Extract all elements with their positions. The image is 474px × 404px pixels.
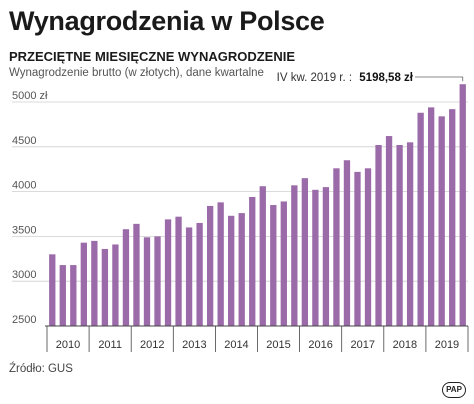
pap-logo: PAP — [442, 382, 466, 398]
bar — [459, 84, 466, 326]
x-tick-label: 2018 — [393, 339, 417, 351]
y-tick-label: 2500 — [12, 314, 36, 326]
bar — [301, 178, 309, 326]
bars — [49, 84, 466, 326]
bar — [164, 219, 172, 326]
bar — [143, 237, 151, 326]
x-tick-label: 2019 — [435, 339, 459, 351]
bar — [175, 216, 182, 326]
bar — [59, 265, 66, 326]
bar — [396, 145, 403, 326]
bar — [49, 254, 56, 326]
annotation-value: 5198,58 zł — [359, 72, 414, 84]
bar — [280, 201, 287, 326]
x-tick-label: 2013 — [182, 339, 206, 351]
bar — [91, 240, 98, 326]
x-tick-label: 2012 — [140, 339, 164, 351]
chart-title: Wynagrodzenia w Polsce — [9, 6, 325, 36]
annotation-text: IV kw. 2019 r. : 5198,58 zł — [277, 72, 414, 84]
bar — [364, 168, 372, 326]
bar — [80, 242, 87, 326]
bar — [354, 171, 361, 326]
bar — [291, 185, 298, 326]
bar — [385, 136, 393, 326]
bar — [270, 205, 277, 326]
y-tick-label: 4500 — [12, 135, 36, 147]
x-tick-label: 2016 — [308, 339, 332, 351]
source-note: Źródło: GUS — [9, 363, 73, 375]
bar — [122, 229, 130, 326]
y-tick-label: 5000 zł — [12, 90, 48, 102]
bar — [375, 145, 382, 326]
bar — [406, 142, 414, 326]
x-tick-label: 2017 — [351, 339, 375, 351]
bar — [185, 227, 193, 326]
y-tick-label: 3000 — [12, 269, 36, 281]
chart-subtitle: PRZECIĘTNE MIESIĘCZNE WYNAGRODZENIE — [9, 49, 296, 64]
y-tick-label: 4000 — [12, 180, 36, 192]
bar — [70, 265, 77, 326]
chart-description: Wynagrodzenie brutto (w złotych), dane k… — [9, 67, 264, 79]
annotation-prefix: IV kw. 2019 r. : — [277, 72, 352, 84]
bar — [101, 248, 109, 326]
bar — [154, 236, 161, 326]
bar — [449, 109, 456, 326]
bar — [428, 107, 435, 326]
bar — [417, 112, 424, 326]
bar — [206, 205, 214, 326]
y-axis-ticks: 2500 3000 3500 4000 4500 5000 zł — [12, 90, 48, 326]
x-tick-label: 2014 — [224, 339, 248, 351]
bar — [217, 202, 224, 326]
bar — [322, 187, 330, 326]
bar — [259, 186, 266, 326]
bar — [112, 244, 119, 326]
bar — [343, 160, 351, 326]
bar — [133, 223, 140, 326]
bar — [312, 189, 319, 326]
bar — [249, 196, 256, 326]
bar — [438, 116, 445, 326]
bar — [333, 168, 340, 326]
bar — [196, 222, 203, 326]
x-tick-label: 2010 — [56, 339, 80, 351]
last-value-annotation: IV kw. 2019 r. : 5198,58 zł — [277, 72, 464, 84]
x-axis: 2010 2011 2012 2013 2014 2015 2016 2017 2018 2019 — [45, 325, 469, 352]
bar — [238, 213, 245, 326]
bar — [228, 215, 235, 326]
y-tick-label: 3500 — [12, 224, 36, 236]
x-tick-label: 2015 — [266, 339, 290, 351]
x-tick-label: 2011 — [98, 339, 122, 351]
annotation-leader — [415, 76, 464, 82]
